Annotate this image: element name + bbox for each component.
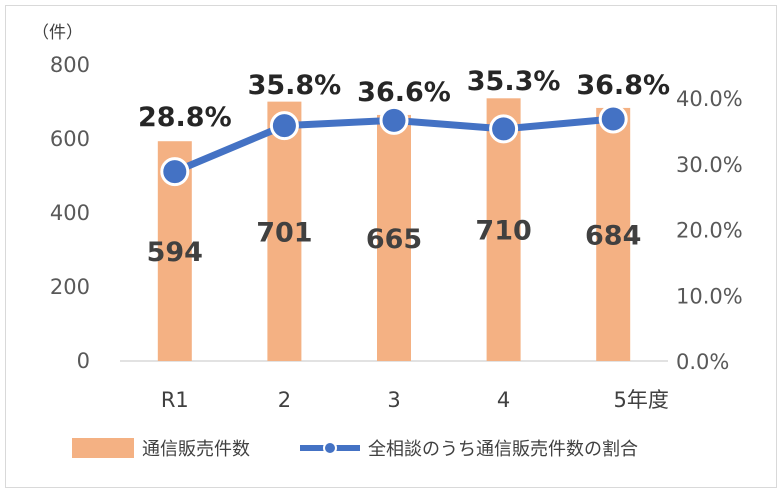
x-category-label: 3 (387, 388, 400, 412)
rate-value-label: 35.3% (467, 66, 561, 97)
bar-value-label: 684 (585, 220, 641, 251)
bar-value-label: 701 (256, 217, 312, 248)
x-category-label: R1 (161, 388, 189, 412)
y-right-tick-label: 30.0% (676, 153, 743, 177)
rate-value-label: 28.8% (138, 102, 232, 133)
rate-point (598, 104, 628, 134)
legend-swatch-bar (72, 438, 134, 458)
rate-point (379, 105, 409, 135)
rate-point (269, 111, 299, 141)
y-left-tick-label: 800 (50, 53, 90, 77)
y-right-tick-label: 40.0% (676, 87, 743, 111)
y-right-tick-label: 20.0% (676, 219, 743, 243)
rate-point (489, 114, 519, 144)
rate-value-label: 36.6% (357, 77, 451, 108)
y-left-tick-label: 0 (77, 349, 90, 373)
bar-value-label: 710 (475, 216, 531, 247)
rate-value-label: 36.8% (576, 70, 670, 101)
y-right-tick-label: 0.0% (676, 350, 729, 374)
bar (596, 107, 631, 361)
legend-label-bar: 通信販売件数 (142, 439, 250, 460)
y-left-tick-label: 400 (50, 201, 90, 225)
bar (377, 114, 411, 361)
legend-label-line: 全相談のうち通信販売件数の割合 (368, 439, 638, 460)
y-left-unit-label: （件） (32, 23, 83, 43)
x-category-label: 4 (497, 388, 510, 412)
legend-swatch-line (300, 441, 360, 455)
y-left-tick-label: 600 (50, 127, 90, 151)
rate-point (160, 157, 190, 187)
bar (267, 101, 302, 361)
y-right-tick-label: 10.0% (676, 284, 743, 308)
x-category-label: 5年度 (614, 388, 669, 412)
x-category-label: 2 (278, 388, 291, 412)
bar-value-label: 594 (147, 237, 203, 268)
bar-value-label: 665 (366, 224, 422, 255)
rate-value-label: 35.8% (248, 70, 342, 101)
y-left-tick-label: 200 (50, 275, 90, 299)
